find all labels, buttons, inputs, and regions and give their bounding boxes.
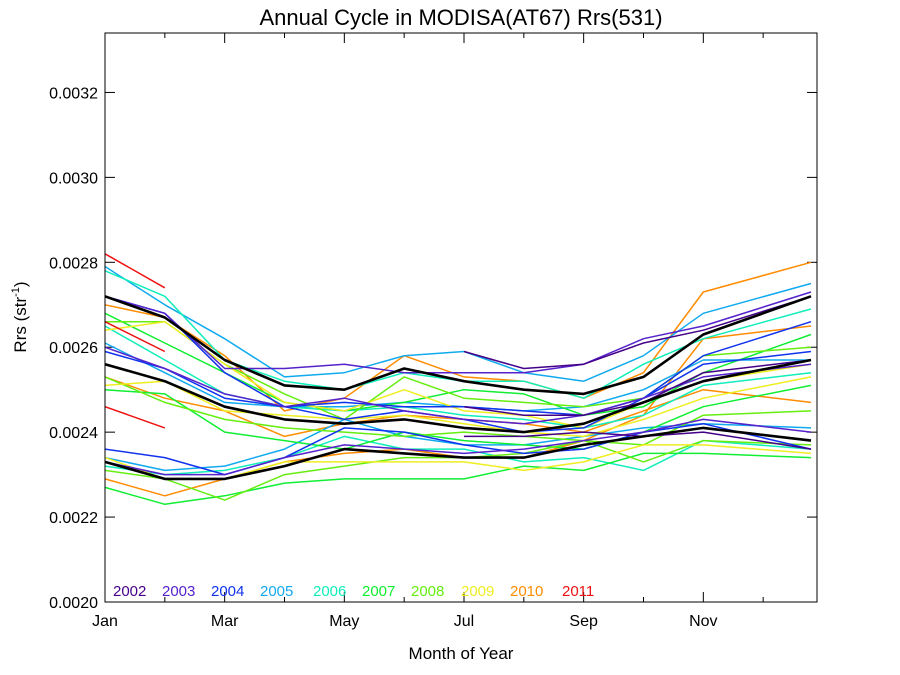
x-tick-label: Mar [211, 613, 239, 630]
legend-entry: 2011 [562, 583, 594, 600]
mean-series-line [104, 295, 812, 396]
mean-series-line [104, 358, 812, 434]
legend-entry: 2005 [260, 583, 293, 600]
year-series-line [104, 405, 166, 429]
mean-series-line [104, 426, 812, 481]
y-tick-label: 0.0026 [49, 340, 98, 357]
y-axis-ticks: 0.0020 0.0022 0.0024 0.0026 0.0028 0.0030 0.00… [49, 85, 817, 612]
series-lines [104, 253, 812, 506]
y-axis-label: Rrs (str-1) [10, 281, 30, 352]
y-tick-label: 0.0032 [49, 85, 98, 102]
y-axis-label-base: Rrs (str [11, 297, 30, 353]
year-series-line [104, 376, 812, 438]
legend-entry: 2004 [211, 583, 244, 600]
year-series-line [104, 376, 812, 446]
x-axis-ticks: Jan Mar May Jul Sep Nov [92, 33, 764, 630]
y-tick-label: 0.0022 [49, 510, 98, 527]
y-tick-label: 0.0020 [49, 595, 98, 612]
year-series-line [104, 346, 812, 425]
legend-entry: 2002 [113, 583, 146, 600]
legend-entry: 2007 [362, 583, 395, 600]
year-series-line [104, 342, 811, 412]
legend-entry: 2010 [510, 583, 543, 600]
year-series-line [104, 325, 812, 429]
year-series-line [104, 321, 166, 353]
year-series-line [104, 270, 812, 399]
year-series-line [463, 359, 812, 416]
x-tick-label: Jan [92, 613, 118, 630]
year-series-line [104, 312, 812, 416]
legend-entry: 2006 [313, 583, 346, 600]
x-axis-label: Month of Year [409, 644, 514, 663]
y-tick-label: 0.0030 [49, 170, 98, 187]
year-series-line [104, 418, 812, 476]
year-series-line [104, 325, 812, 497]
y-tick-label: 0.0024 [49, 425, 98, 442]
year-series-line [463, 295, 812, 370]
y-axis-label-exponent: -1 [10, 287, 22, 297]
year-series-line [104, 439, 812, 501]
x-tick-label: Jul [454, 613, 474, 630]
x-tick-label: Sep [569, 613, 598, 630]
year-series-line [104, 265, 812, 382]
legend-entry: 2009 [461, 583, 494, 600]
y-axis-label-tail: ) [11, 281, 30, 287]
year-series-line [104, 384, 812, 450]
year-series-line [104, 291, 812, 374]
x-tick-label: Nov [689, 613, 717, 630]
year-series-line [104, 253, 166, 289]
year-series-line [464, 431, 812, 450]
x-tick-label: May [329, 613, 359, 630]
chart-title: Annual Cycle in MODISA(AT67) Rrs(531) [259, 5, 662, 30]
y-tick-label: 0.0028 [49, 255, 98, 272]
legend-entry: 2003 [162, 583, 195, 600]
plot-frame [104, 32, 818, 603]
year-series-line [104, 350, 812, 416]
legend: 2002 2003 2004 2005 2006 2007 2008 2009 2010 2011 [113, 583, 594, 600]
legend-entry: 2008 [411, 583, 444, 600]
year-series-line [104, 376, 812, 438]
